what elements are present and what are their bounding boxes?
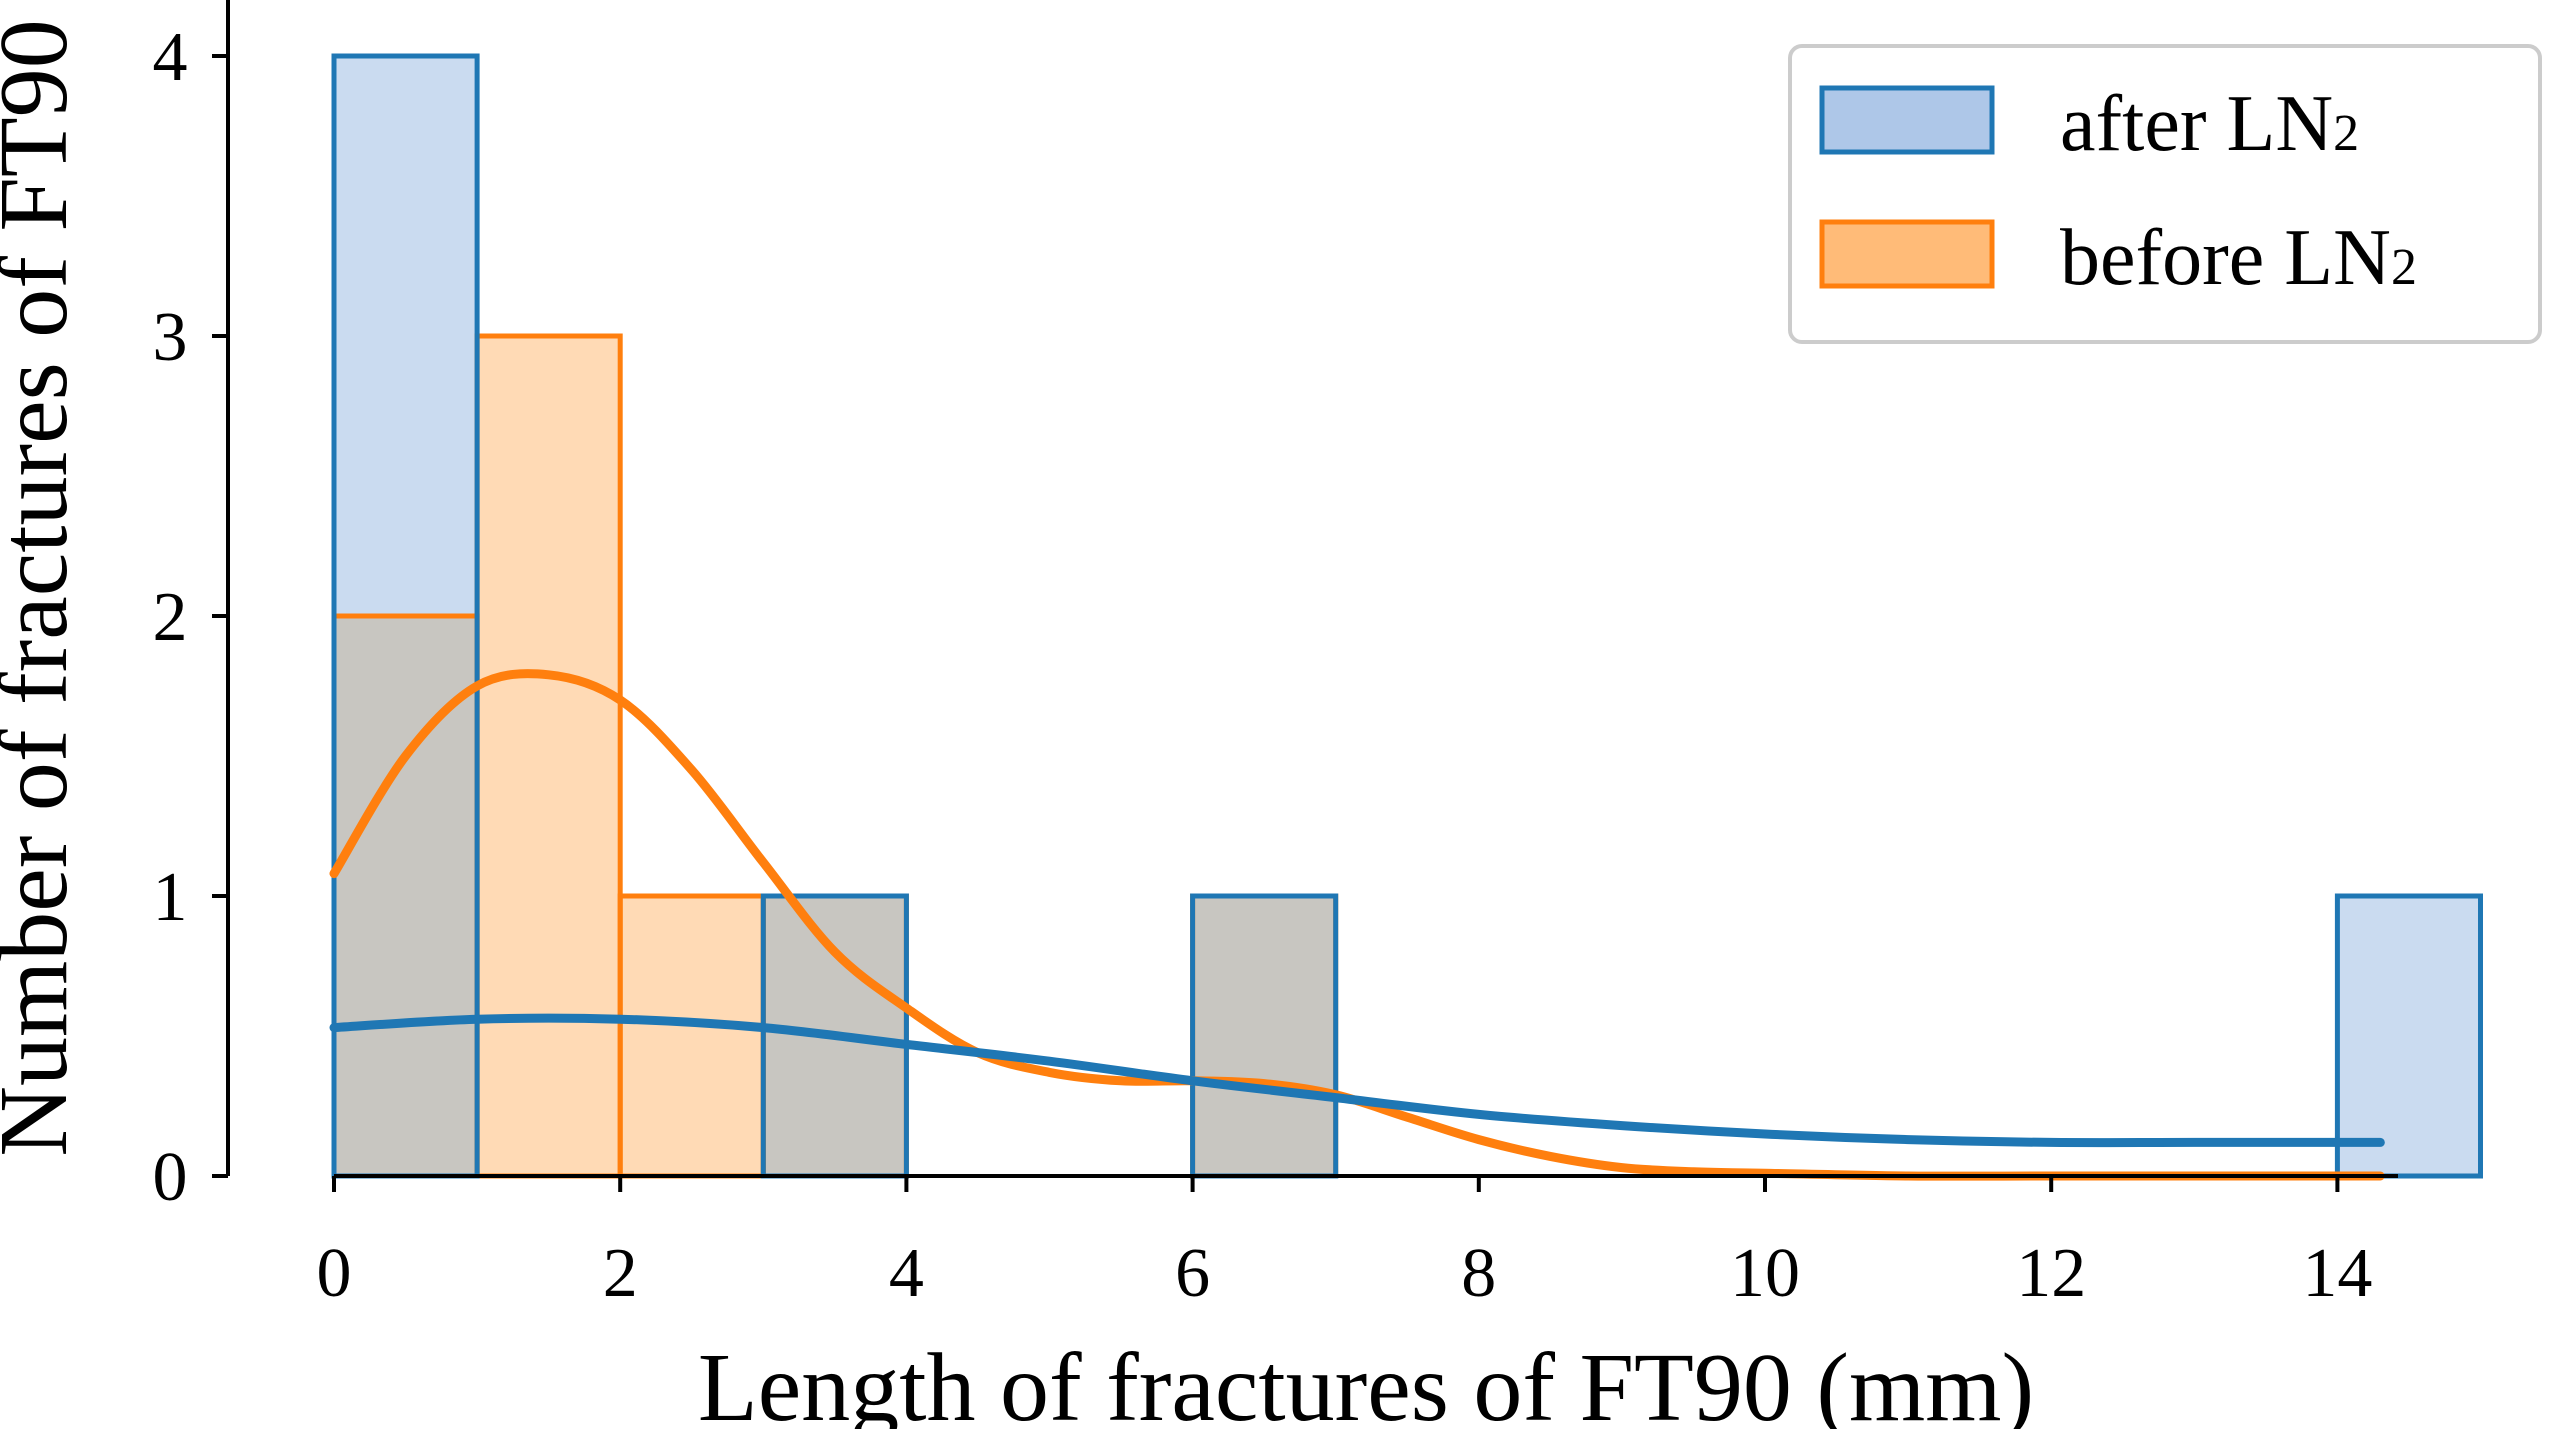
y-tick-label: 2 xyxy=(153,579,188,656)
legend: after LN2 before LN2 xyxy=(1788,44,2542,344)
y-axis-label: Number of fractures of FT90 xyxy=(0,19,88,1157)
x-ticks: 0 2 4 6 8 10 12 14 xyxy=(317,1176,2372,1312)
y-tick-label: 4 xyxy=(153,19,188,96)
legend-swatch-before xyxy=(1819,219,1995,289)
x-tick-label: 12 xyxy=(2016,1235,2086,1312)
histogram-bars xyxy=(331,53,2483,1179)
x-tick-label: 6 xyxy=(1175,1235,1210,1312)
legend-label-before: before LN2 xyxy=(2060,214,2417,302)
x-tick-label: 8 xyxy=(1461,1235,1496,1312)
after-bar-outline-3 xyxy=(2334,893,2483,1179)
legend-swatch-after xyxy=(1819,85,1995,155)
x-tick-label: 10 xyxy=(1730,1235,1800,1312)
y-tick-label: 0 xyxy=(153,1139,188,1216)
before-bar-fill-1 xyxy=(477,336,621,1176)
y-tick-label: 3 xyxy=(153,299,188,376)
before-bar-fill-2 xyxy=(620,896,764,1176)
overlap-bar-0 xyxy=(334,616,478,1176)
overlap-bar-2 xyxy=(1192,896,1336,1176)
x-tick-label: 2 xyxy=(603,1235,638,1312)
x-tick-label: 14 xyxy=(2302,1235,2372,1312)
y-ticks: 0 1 2 3 4 xyxy=(153,19,228,1216)
x-axis-label: Length of fractures of FT90 (mm) xyxy=(698,1334,2034,1429)
x-tick-label: 4 xyxy=(889,1235,924,1312)
after-bar-fill-3 xyxy=(2337,896,2481,1176)
axes xyxy=(226,0,2398,1178)
x-tick-label: 0 xyxy=(317,1235,352,1312)
y-tick-label: 1 xyxy=(153,859,188,936)
legend-label-after: after LN2 xyxy=(2060,80,2359,168)
after-kde-line xyxy=(329,1013,2385,1148)
